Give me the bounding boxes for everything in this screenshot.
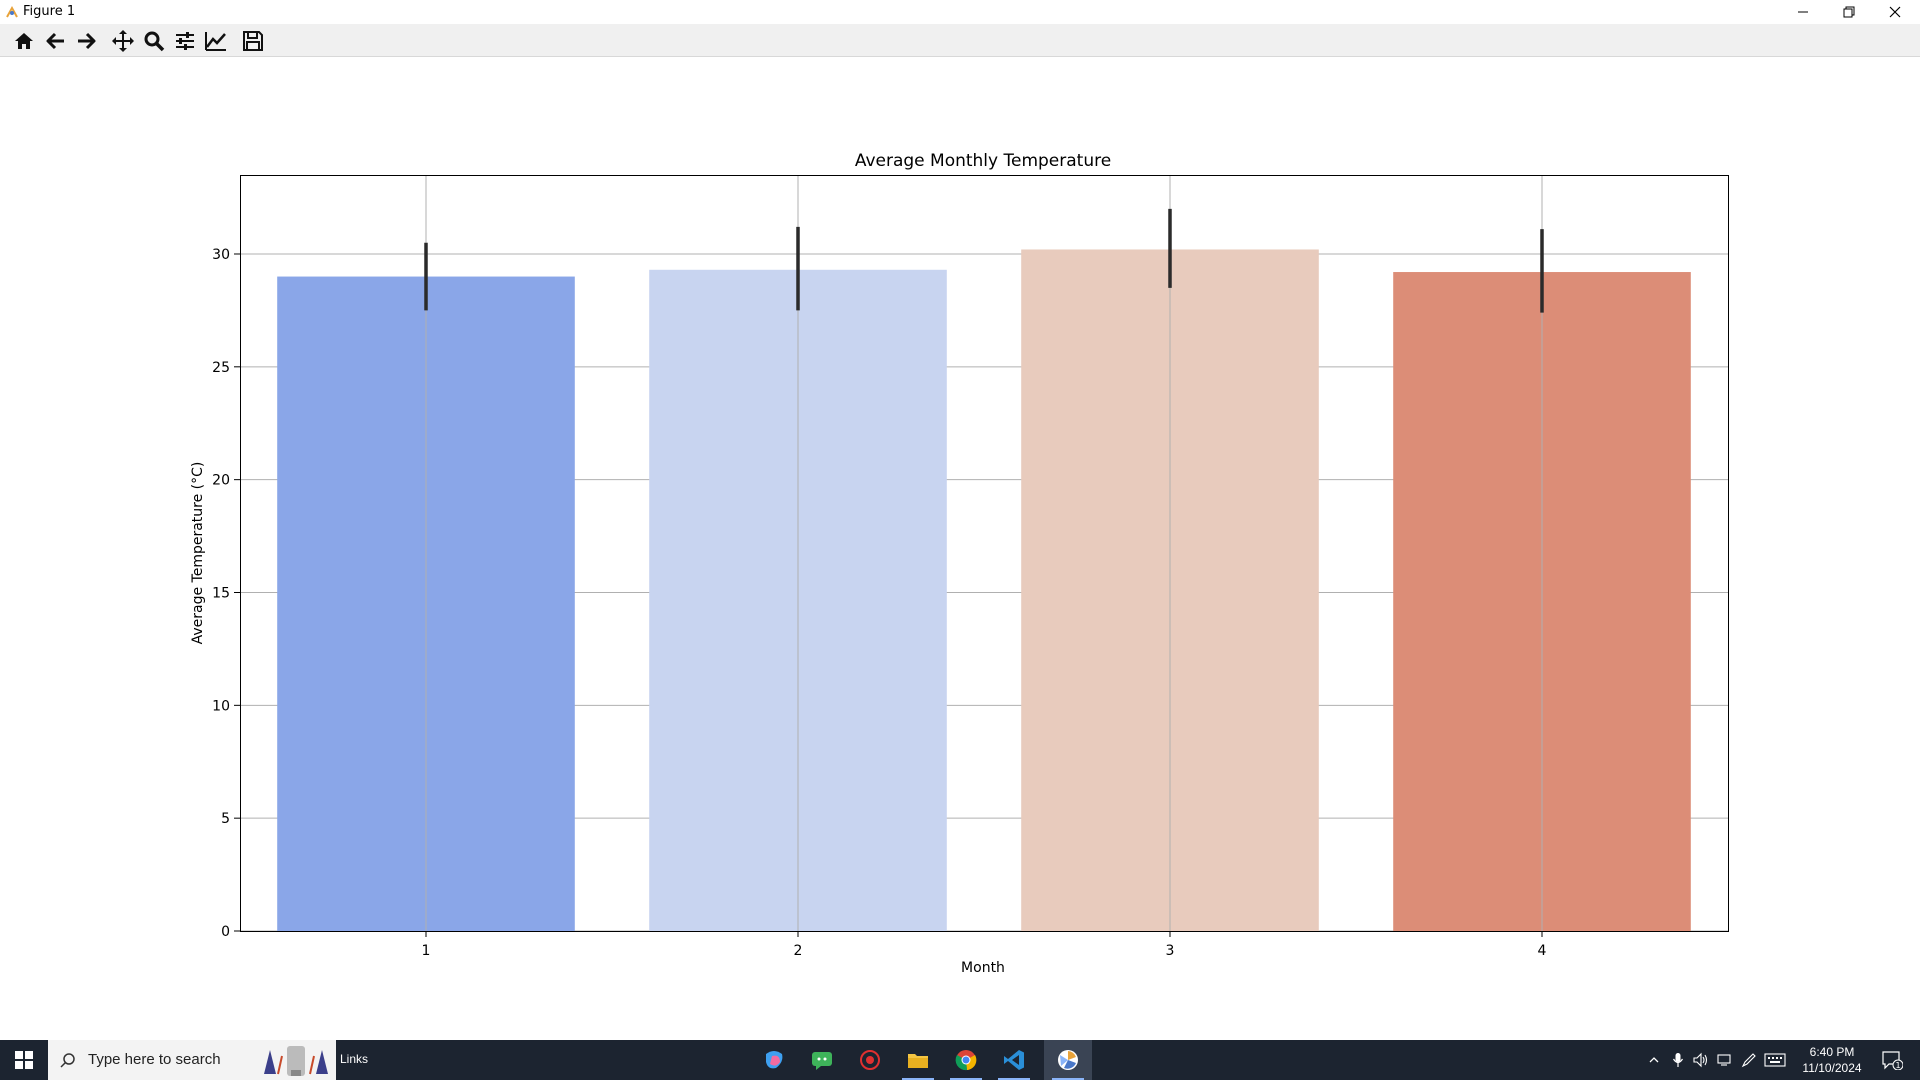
y-tick-label: 0 [221, 924, 230, 940]
bars [277, 249, 1691, 931]
ticks: 0 5 10 15 20 25 30 1 2 3 4 [212, 247, 1546, 959]
window-title: Figure 1 [23, 4, 76, 19]
target-icon [860, 1050, 880, 1070]
speaker-icon [1693, 1052, 1708, 1068]
x-tick-label: 2 [794, 943, 803, 959]
keyboard-icon [1764, 1053, 1786, 1067]
close-icon [1889, 6, 1901, 18]
taskbar-chat-app[interactable] [798, 1040, 846, 1080]
back-button[interactable] [43, 28, 69, 54]
vscode-icon [1004, 1050, 1024, 1070]
bar-chart: Average Monthly Temperature Month Averag… [190, 151, 1729, 976]
taskbar-search[interactable]: Type here to search [48, 1040, 336, 1080]
search-placeholder: Type here to search [88, 1051, 221, 1068]
notification-count: 1 [1895, 1061, 1900, 1070]
error-bars [424, 208, 1544, 313]
plot-frame [240, 175, 1729, 932]
x-tick-label: 1 [422, 943, 431, 959]
chrome-icon [955, 1050, 977, 1071]
move-icon [112, 30, 134, 52]
running-indicator [902, 1078, 934, 1080]
taskbar-vscode[interactable] [990, 1040, 1038, 1080]
figure-canvas[interactable]: Average Monthly Temperature Month Averag… [0, 57, 1920, 1039]
home-button[interactable] [11, 28, 37, 54]
line-chart-icon [205, 32, 226, 51]
taskbar-clock[interactable]: 6:40 PM 11/10/2024 [1795, 1044, 1869, 1076]
chart-title: Average Monthly Temperature [855, 151, 1111, 171]
y-axis-label: Average Temperature (°C) [190, 462, 206, 645]
y-tick-label: 5 [221, 811, 230, 827]
chess-doodle-icon [264, 1046, 328, 1076]
network-tray[interactable] [1714, 1040, 1736, 1080]
x-axis-label: Month [961, 960, 1005, 976]
notification-icon: 1 [1882, 1051, 1903, 1070]
microphone-tray[interactable] [1668, 1040, 1688, 1080]
minimize-button[interactable] [1780, 0, 1826, 24]
running-indicator [998, 1078, 1030, 1080]
forward-button[interactable] [73, 28, 99, 54]
search-icon [144, 31, 165, 52]
pan-button[interactable] [110, 28, 136, 54]
vertical-grid [425, 175, 1543, 931]
taskbar-file-explorer[interactable] [894, 1040, 942, 1080]
clock-date: 11/10/2024 [1802, 1061, 1862, 1075]
windows-icon [15, 1051, 33, 1069]
navigation-toolbar [0, 24, 1920, 57]
taskbar-python-figure[interactable] [1044, 1040, 1092, 1080]
start-button[interactable] [0, 1040, 48, 1080]
volume-tray[interactable] [1690, 1040, 1712, 1080]
search-icon [60, 1053, 75, 1068]
microphone-icon [1672, 1053, 1684, 1067]
links-toolbar[interactable]: Links [340, 1052, 369, 1066]
y-tick-label: 20 [212, 473, 230, 489]
home-icon [15, 33, 33, 49]
pen-tray[interactable] [1738, 1040, 1760, 1080]
minimize-icon [1798, 11, 1808, 13]
x-tick-label: 3 [1166, 943, 1175, 959]
copilot-icon [766, 1051, 783, 1069]
restore-button[interactable] [1826, 0, 1872, 24]
y-tick-label: 15 [212, 585, 230, 601]
chat-icon [812, 1052, 832, 1070]
running-indicator [950, 1078, 982, 1080]
taskbar-copilot[interactable] [750, 1040, 798, 1080]
zoom-button[interactable] [141, 28, 167, 54]
save-button[interactable] [240, 28, 266, 54]
pen-icon [1741, 1053, 1756, 1068]
save-icon [243, 31, 263, 51]
clock-time: 6:40 PM [1809, 1045, 1855, 1059]
folder-icon [908, 1054, 928, 1068]
notifications-button[interactable]: 1 [1872, 1040, 1912, 1080]
sliders-icon [176, 32, 194, 50]
configure-subplots-button[interactable] [172, 28, 198, 54]
taskbar-chrome[interactable] [942, 1040, 990, 1080]
close-button[interactable] [1872, 0, 1918, 24]
app-icon [6, 5, 18, 18]
running-indicator [1052, 1078, 1084, 1080]
arrow-left-icon [46, 32, 64, 50]
restore-icon [1843, 6, 1855, 18]
title-bar: Figure 1 [0, 0, 1920, 24]
arrow-right-icon [78, 32, 96, 50]
taskbar-security-app[interactable] [846, 1040, 894, 1080]
y-tick-label: 30 [212, 247, 230, 263]
y-tick-label: 25 [212, 360, 230, 376]
y-tick-label: 10 [212, 698, 230, 714]
network-icon [1717, 1054, 1731, 1066]
x-tick-label: 4 [1538, 943, 1547, 959]
chevron-up-icon [1649, 1057, 1659, 1063]
edit-axis-button[interactable] [203, 28, 229, 54]
matplotlib-icon [1058, 1050, 1078, 1070]
taskbar: Type here to search Links [0, 1040, 1920, 1080]
keyboard-tray[interactable] [1762, 1040, 1788, 1080]
show-hidden-icons-button[interactable] [1644, 1040, 1664, 1080]
